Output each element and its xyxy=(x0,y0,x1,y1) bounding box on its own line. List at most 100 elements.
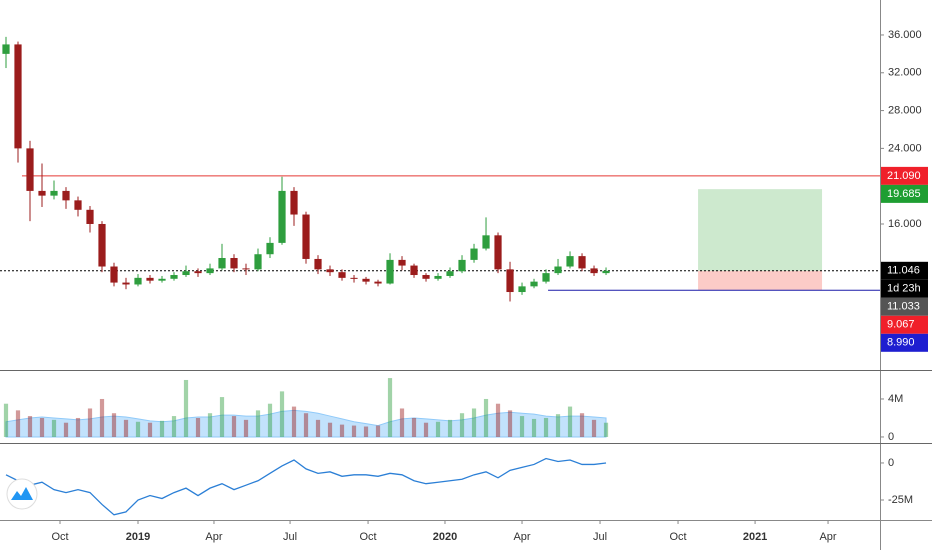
price-badge xyxy=(881,166,928,185)
volume-bar xyxy=(339,424,345,437)
volume-bar xyxy=(291,406,297,437)
volume-bar xyxy=(591,419,597,437)
x-tick-label: 2021 xyxy=(743,531,767,543)
candle-body xyxy=(326,269,334,273)
candle-body xyxy=(266,242,274,255)
volume-bar xyxy=(435,421,441,437)
volume-bar xyxy=(255,410,261,437)
y-tick-label: 24.000 xyxy=(888,142,922,154)
candle-body xyxy=(206,268,214,274)
volume-bar xyxy=(27,416,33,437)
candle-body xyxy=(62,190,70,201)
candle-body xyxy=(146,277,154,281)
y-tick-label: 32.000 xyxy=(888,67,922,79)
candle-body xyxy=(194,271,202,274)
candle-body xyxy=(302,214,310,259)
volume-bar xyxy=(279,391,285,437)
logo-icon xyxy=(11,487,33,500)
volume-bar xyxy=(267,403,273,437)
logo-circle xyxy=(6,478,38,510)
volume-bar xyxy=(15,410,21,437)
x-tick-label: Oct xyxy=(359,531,376,543)
price-badge-label: 9.067 xyxy=(887,319,915,331)
volume-bar xyxy=(207,413,213,437)
candle-body xyxy=(602,270,610,274)
candle-body xyxy=(242,268,250,270)
volume-bar xyxy=(99,398,105,437)
candle-body xyxy=(554,266,562,274)
price-badge-label: 19.685 xyxy=(887,188,921,200)
volume-bar xyxy=(531,418,537,437)
candle-body xyxy=(314,258,322,270)
volume-bar xyxy=(87,408,93,437)
price-badge-label: 11.033 xyxy=(887,301,920,313)
indicator-line xyxy=(5,457,607,516)
volume-bar xyxy=(219,397,225,437)
candle-body xyxy=(110,266,118,283)
candle-body xyxy=(158,278,166,281)
volume-bar xyxy=(147,422,153,437)
price-badge-label: 11.046 xyxy=(887,265,920,277)
candle-body xyxy=(506,269,514,293)
volume-bar xyxy=(399,408,405,437)
volume-bar xyxy=(567,406,573,437)
x-tick-label: 2019 xyxy=(126,531,150,543)
candle-body xyxy=(38,190,46,196)
candle-body xyxy=(182,271,190,276)
volume-bar xyxy=(39,417,45,437)
x-tick-label: Oct xyxy=(51,531,68,543)
volume-bar xyxy=(183,379,189,437)
candle-body xyxy=(434,275,442,279)
countdown-label: 1d 23h xyxy=(887,283,921,295)
y-tick-label: 28.000 xyxy=(888,104,922,116)
volume-bar xyxy=(519,416,525,437)
volume-bar xyxy=(555,414,561,437)
countdown-badge xyxy=(881,279,928,298)
volume-bar xyxy=(51,419,57,437)
volume-bar xyxy=(315,419,321,437)
candle-body xyxy=(386,259,394,284)
candle-body xyxy=(254,254,262,270)
price-badge xyxy=(881,333,928,352)
volume-ma-area xyxy=(5,409,607,438)
candle-body xyxy=(50,190,58,196)
candle-body xyxy=(74,200,82,210)
candle-body xyxy=(458,259,466,272)
x-tick-label: 2020 xyxy=(433,531,457,543)
volume-bar xyxy=(507,410,513,437)
volume-bar xyxy=(363,426,369,437)
candle-body xyxy=(482,235,490,249)
x-tick-label: Apr xyxy=(819,531,836,543)
candle-body xyxy=(470,248,478,260)
volume-bar xyxy=(411,417,417,437)
volume-bar xyxy=(459,413,465,437)
candle-body xyxy=(518,286,526,293)
loss-zone xyxy=(698,270,823,291)
x-tick-label: Jul xyxy=(283,531,297,543)
volume-bar xyxy=(243,419,249,437)
volume-bar xyxy=(231,416,237,437)
price-badge-label: 8.990 xyxy=(887,337,915,349)
candle-body xyxy=(446,271,454,276)
candle-body xyxy=(290,190,298,215)
candle-body xyxy=(2,44,10,54)
volume-bar xyxy=(195,417,201,437)
candle-body xyxy=(578,256,586,269)
candle-body xyxy=(590,268,598,274)
volume-bar xyxy=(123,419,129,437)
volume-bar xyxy=(75,417,81,437)
x-tick-label: Apr xyxy=(513,531,530,543)
logo[interactable] xyxy=(6,478,38,510)
candle-body xyxy=(278,190,286,243)
candle-body xyxy=(98,223,106,267)
candle-body xyxy=(422,275,430,279)
volume-bar xyxy=(603,422,609,437)
plot-layer xyxy=(0,36,880,516)
candle-body xyxy=(86,209,94,224)
candle-body xyxy=(122,282,130,285)
y-tick-label: 0 xyxy=(888,457,894,469)
volume-bar xyxy=(171,416,177,437)
volume-bar xyxy=(495,403,501,437)
y-tick-label: 16.000 xyxy=(888,218,922,230)
